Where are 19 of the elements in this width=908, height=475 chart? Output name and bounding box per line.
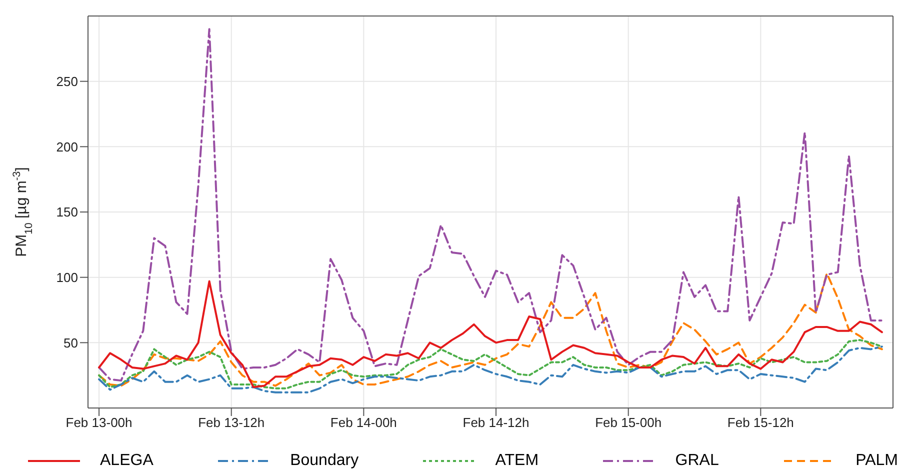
legend-label: PALM [856,452,898,470]
line-series [98,339,883,390]
y-tick-label: 150 [56,204,78,220]
x-tick-label: Feb 15-00h [595,415,662,430]
y-tick-label: 250 [56,74,78,89]
legend-label: Boundary [290,452,359,470]
y-tick-label: 50 [64,335,78,350]
legend-label: ALEGA [100,452,154,470]
y-tick-label: 100 [56,270,78,285]
x-tick-label: Feb 13-00h [66,415,132,430]
x-tick-label: Feb 15-12h [727,415,794,430]
legend-label: ATEM [495,452,539,470]
line-series [98,346,883,394]
x-tick-label: Feb 14-00h [330,415,397,430]
x-tick-label: Feb 13-12h [198,415,265,430]
y-tick-label: 200 [56,139,78,154]
x-tick-label: Feb 14-12h [462,415,530,430]
line-series [98,28,883,382]
legend-label: GRAL [675,452,719,470]
